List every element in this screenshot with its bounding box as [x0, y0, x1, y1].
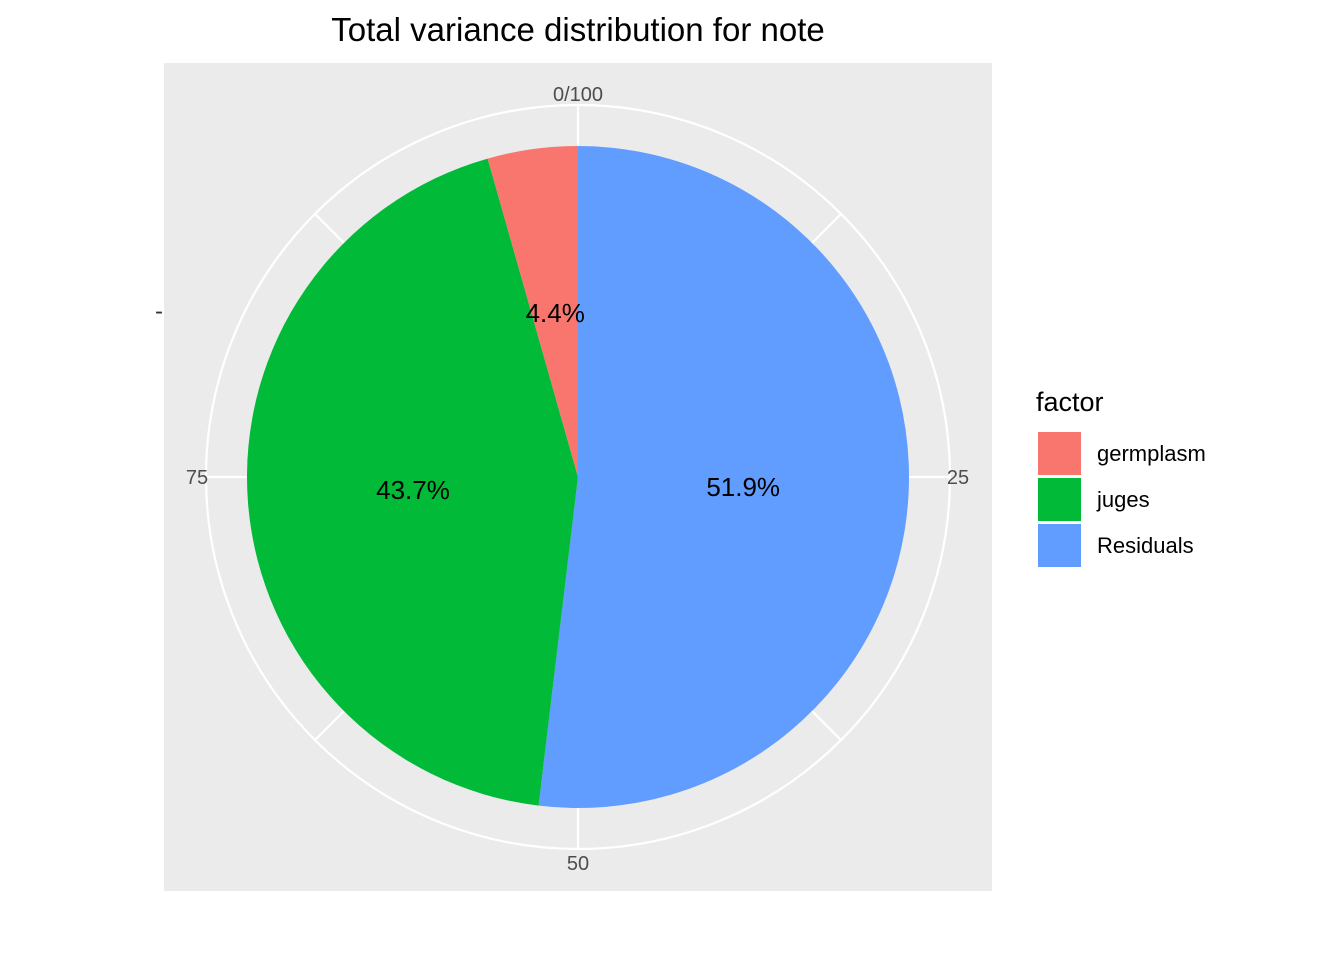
legend: factor germplasm juges Residuals: [1036, 387, 1206, 567]
pie-slice-germplasm: [487, 146, 578, 477]
theta-tick-label: 50: [567, 853, 589, 875]
theta-tick-label: 0/100: [553, 84, 603, 106]
pie-slices: [246, 146, 910, 808]
legend-label-juges: juges: [1096, 487, 1150, 512]
slice-label-residuals: 51.9%: [706, 472, 780, 502]
pie-slice-juges: [246, 158, 579, 806]
legend-swatch-juges: [1038, 478, 1081, 521]
legend-swatch-germplasm: [1038, 432, 1081, 475]
pie-slice-residuals: [538, 146, 910, 808]
legend-title: factor: [1036, 387, 1104, 417]
slice-labels: 51.9% 43.7% 4.4%: [376, 298, 780, 505]
y-tick-label: -: [155, 298, 163, 325]
legend-label-residuals: Residuals: [1097, 533, 1194, 558]
theta-tick-label: 25: [947, 467, 969, 489]
legend-label-germplasm: germplasm: [1097, 441, 1206, 466]
theta-ticks: 0/100 25 50 75: [186, 84, 969, 875]
legend-items: germplasm juges Residuals: [1038, 432, 1206, 567]
slice-label-juges: 43.7%: [376, 475, 450, 505]
chart-title: Total variance distribution for note: [331, 11, 824, 48]
theta-tick-label: 75: [186, 467, 208, 489]
legend-swatch-residuals: [1038, 524, 1081, 567]
slice-label-germplasm: 4.4%: [526, 298, 585, 328]
